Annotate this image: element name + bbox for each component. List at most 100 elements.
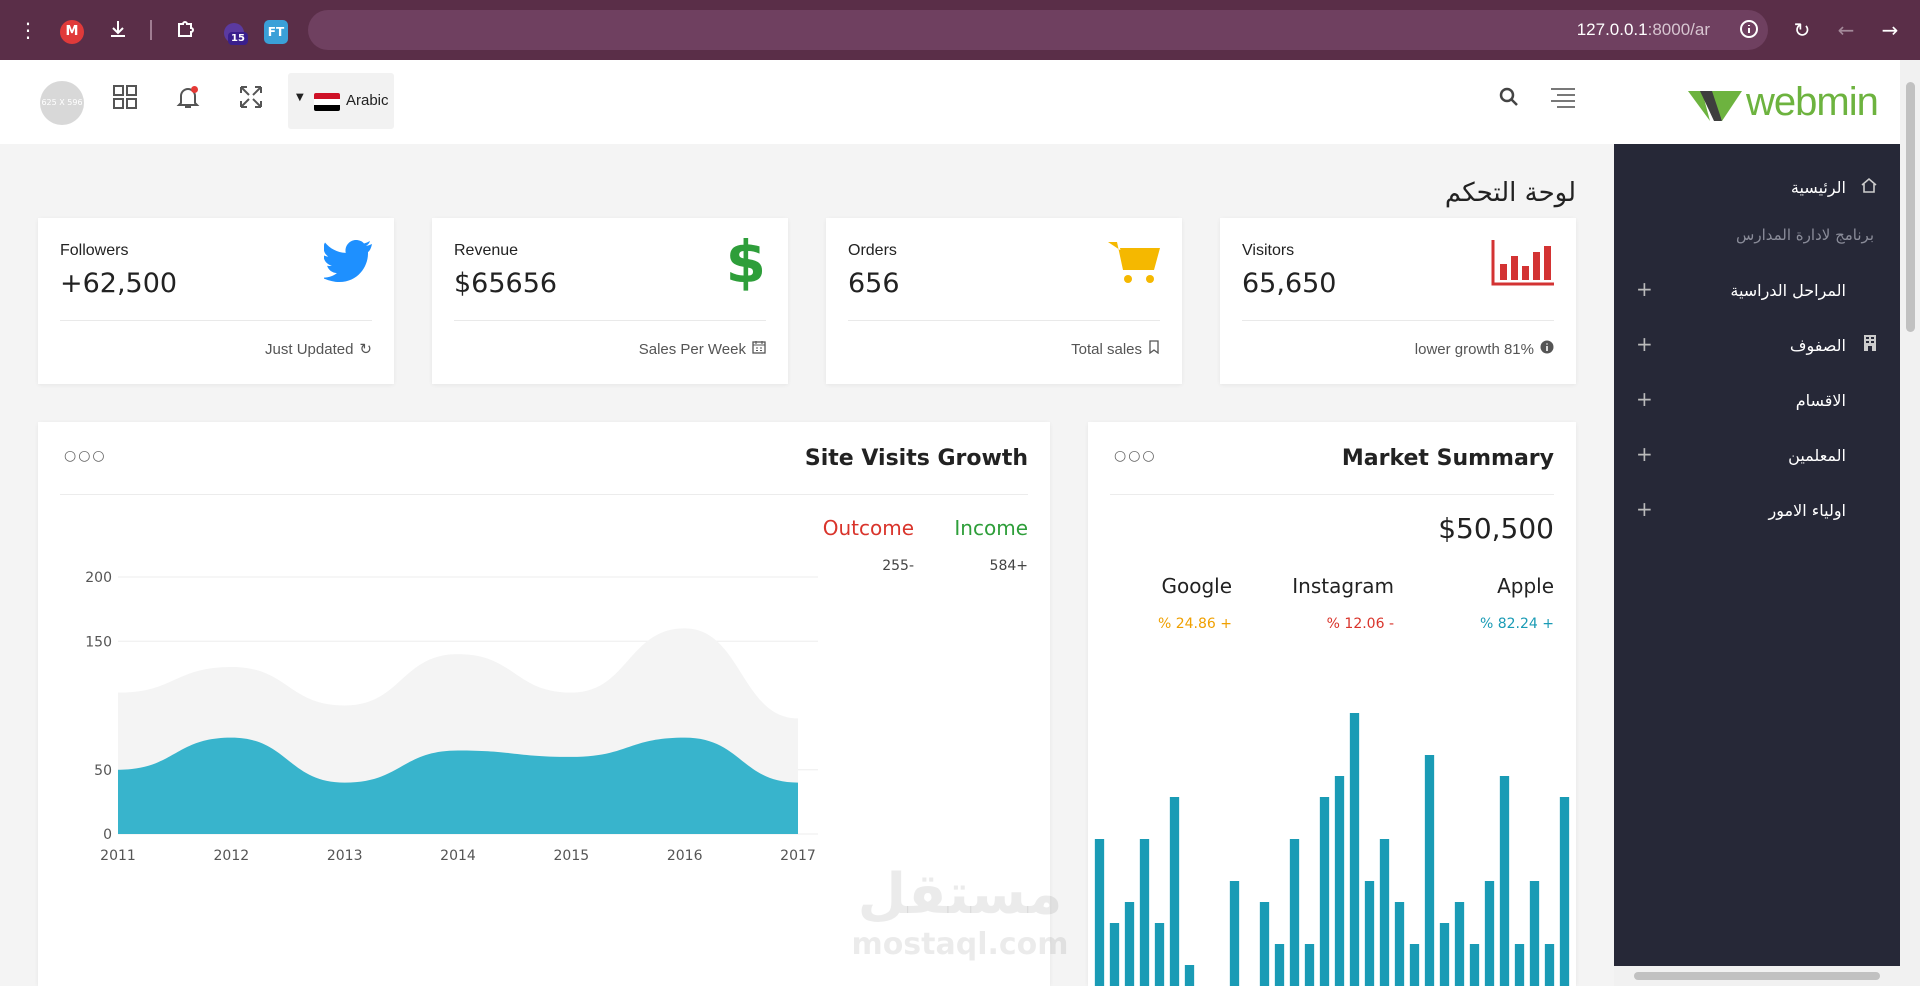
sidebar-item-label: المراحل الدراسية xyxy=(1730,281,1846,300)
stat-divider xyxy=(454,320,766,321)
market-bar xyxy=(1544,944,1555,986)
stat-divider xyxy=(1242,320,1554,321)
sidebar-item-departments[interactable]: + الاقسام xyxy=(1614,387,1900,417)
menu-kebab-icon[interactable]: ⋮ xyxy=(18,18,38,42)
x-tick-label: 2011 xyxy=(100,848,136,864)
refresh-icon[interactable]: ↻ xyxy=(359,341,372,358)
y-tick-label: 50 xyxy=(94,763,112,779)
market-bar xyxy=(1169,797,1180,986)
more-options-icon[interactable]: ○○○ xyxy=(1114,448,1157,464)
sidebar-item-label: الرئيسية xyxy=(1790,178,1846,197)
reload-icon[interactable]: ↻ xyxy=(1793,18,1811,42)
extension-m-icon[interactable]: M xyxy=(60,20,84,44)
market-bar xyxy=(1274,944,1285,986)
stat-label: Orders xyxy=(848,242,897,259)
language-label: Arabic xyxy=(346,92,389,109)
sidebar-item-label: الاقسام xyxy=(1795,391,1846,410)
expand-plus-icon[interactable]: + xyxy=(1636,332,1653,356)
market-bar xyxy=(1319,797,1330,986)
sidebar-item-home[interactable]: الرئيسية xyxy=(1614,174,1900,204)
extension-badge-count: 15 xyxy=(228,32,248,45)
market-bar xyxy=(1409,944,1420,986)
stat-card-revenue: Revenue $65656 $ Sales Per Week xyxy=(432,218,788,384)
twitter-icon xyxy=(324,240,372,282)
language-selector[interactable]: ▼ Arabic xyxy=(288,73,394,129)
company-name-google: Google xyxy=(1161,574,1232,598)
stat-label: Visitors xyxy=(1242,242,1295,259)
extension-ft-icon[interactable]: FT xyxy=(264,20,288,44)
legend-outcome-value: 255- xyxy=(882,558,914,574)
page-title: لوحة التحكم xyxy=(1444,178,1576,208)
app-header: 625 X 596 ▼ Arabic webmin xyxy=(0,60,1920,144)
extensions-puzzle-icon[interactable] xyxy=(172,18,200,46)
stat-footer-text: Just Updated xyxy=(265,341,354,358)
x-tick-label: 2015 xyxy=(554,848,590,864)
expand-plus-icon[interactable]: + xyxy=(1636,277,1653,301)
forward-arrow-icon[interactable]: → xyxy=(1881,18,1899,42)
market-total: $50,500 xyxy=(1438,512,1554,545)
webmin-logo[interactable]: webmin xyxy=(1688,80,1888,126)
legend-outcome-label: Outcome xyxy=(822,516,914,540)
hamburger-menu-icon[interactable] xyxy=(1546,84,1580,118)
market-bar xyxy=(1514,944,1525,986)
y-tick-label: 150 xyxy=(85,634,112,650)
search-icon[interactable] xyxy=(1492,84,1526,118)
info-icon xyxy=(1540,340,1554,358)
sidebar-horizontal-scrollbar[interactable] xyxy=(1614,966,1900,986)
company-name-instagram: Instagram xyxy=(1292,574,1394,598)
stat-label: Revenue xyxy=(454,242,519,259)
stat-value: +62,500 xyxy=(60,268,178,299)
avatar[interactable]: 625 X 596 xyxy=(40,81,84,125)
market-bar xyxy=(1439,923,1450,986)
market-bar xyxy=(1499,776,1510,986)
logo-mark-icon xyxy=(1688,91,1742,121)
panel-title: Site Visits Growth xyxy=(804,446,1028,471)
caret-down-icon: ▼ xyxy=(296,92,304,103)
panel-title: Market Summary xyxy=(1341,446,1554,471)
apps-grid-icon[interactable] xyxy=(108,84,142,118)
back-arrow-icon[interactable]: ← xyxy=(1837,18,1855,42)
more-options-icon[interactable]: ○○○ xyxy=(64,448,107,464)
stat-footer: Total sales xyxy=(1071,340,1160,358)
market-bar xyxy=(1529,881,1540,986)
expand-plus-icon[interactable]: + xyxy=(1636,497,1653,521)
stat-divider xyxy=(848,320,1160,321)
market-bar xyxy=(1364,881,1375,986)
sidebar-item-parents[interactable]: + اولياء الامور xyxy=(1614,497,1900,527)
stat-value: 656 xyxy=(848,268,900,299)
sidebar-item-teachers[interactable]: + المعلمين xyxy=(1614,442,1900,472)
company-change-instagram: % 12.06 - xyxy=(1326,616,1394,632)
company-change-google: % 24.86 + xyxy=(1157,616,1232,632)
expand-plus-icon[interactable]: + xyxy=(1636,387,1653,411)
x-tick-label: 2017 xyxy=(780,848,816,864)
site-info-icon[interactable] xyxy=(1735,18,1763,46)
home-icon xyxy=(1860,176,1878,199)
stat-footer: Just Updated ↻ xyxy=(265,340,372,358)
address-bar[interactable] xyxy=(308,10,1768,50)
panel-divider xyxy=(1110,494,1554,495)
sidebar-item-stages[interactable]: + المراحل الدراسية xyxy=(1614,277,1900,307)
extension-badge-icon[interactable]: 15 xyxy=(220,20,248,48)
market-bar xyxy=(1454,902,1465,986)
calendar-icon xyxy=(752,340,766,358)
browser-toolbar: ⋮ M 15 FT ☆ 127.0.0.1:8000/ar ↻ ← → xyxy=(0,0,1920,60)
scrollbar-thumb[interactable] xyxy=(1906,82,1915,332)
fullscreen-icon[interactable] xyxy=(234,84,268,118)
bell-icon[interactable] xyxy=(171,84,205,118)
expand-plus-icon[interactable]: + xyxy=(1636,442,1653,466)
market-bar xyxy=(1349,713,1360,986)
url-text[interactable]: 127.0.0.1:8000/ar xyxy=(1577,20,1710,40)
market-bar xyxy=(1379,839,1390,986)
scrollbar-thumb[interactable] xyxy=(1634,972,1880,980)
dollar-icon: $ xyxy=(725,228,766,296)
x-tick-label: 2014 xyxy=(440,848,476,864)
download-icon[interactable] xyxy=(104,18,132,46)
stat-footer: lower growth 81% xyxy=(1415,340,1554,358)
site-visits-area-chart: 0 50 150 200 2011 2012 2013 2014 2015 2016 2017 xyxy=(85,570,818,864)
bar-chart-icon xyxy=(1491,240,1554,286)
vertical-scrollbar[interactable] xyxy=(1900,60,1920,986)
url-host: 127.0.0.1 xyxy=(1576,20,1648,39)
sidebar-item-classes[interactable]: + الصفوف xyxy=(1614,332,1900,362)
x-tick-label: 2016 xyxy=(667,848,703,864)
sidebar-subtitle: برنامج لادارة المدارس xyxy=(1736,226,1874,244)
